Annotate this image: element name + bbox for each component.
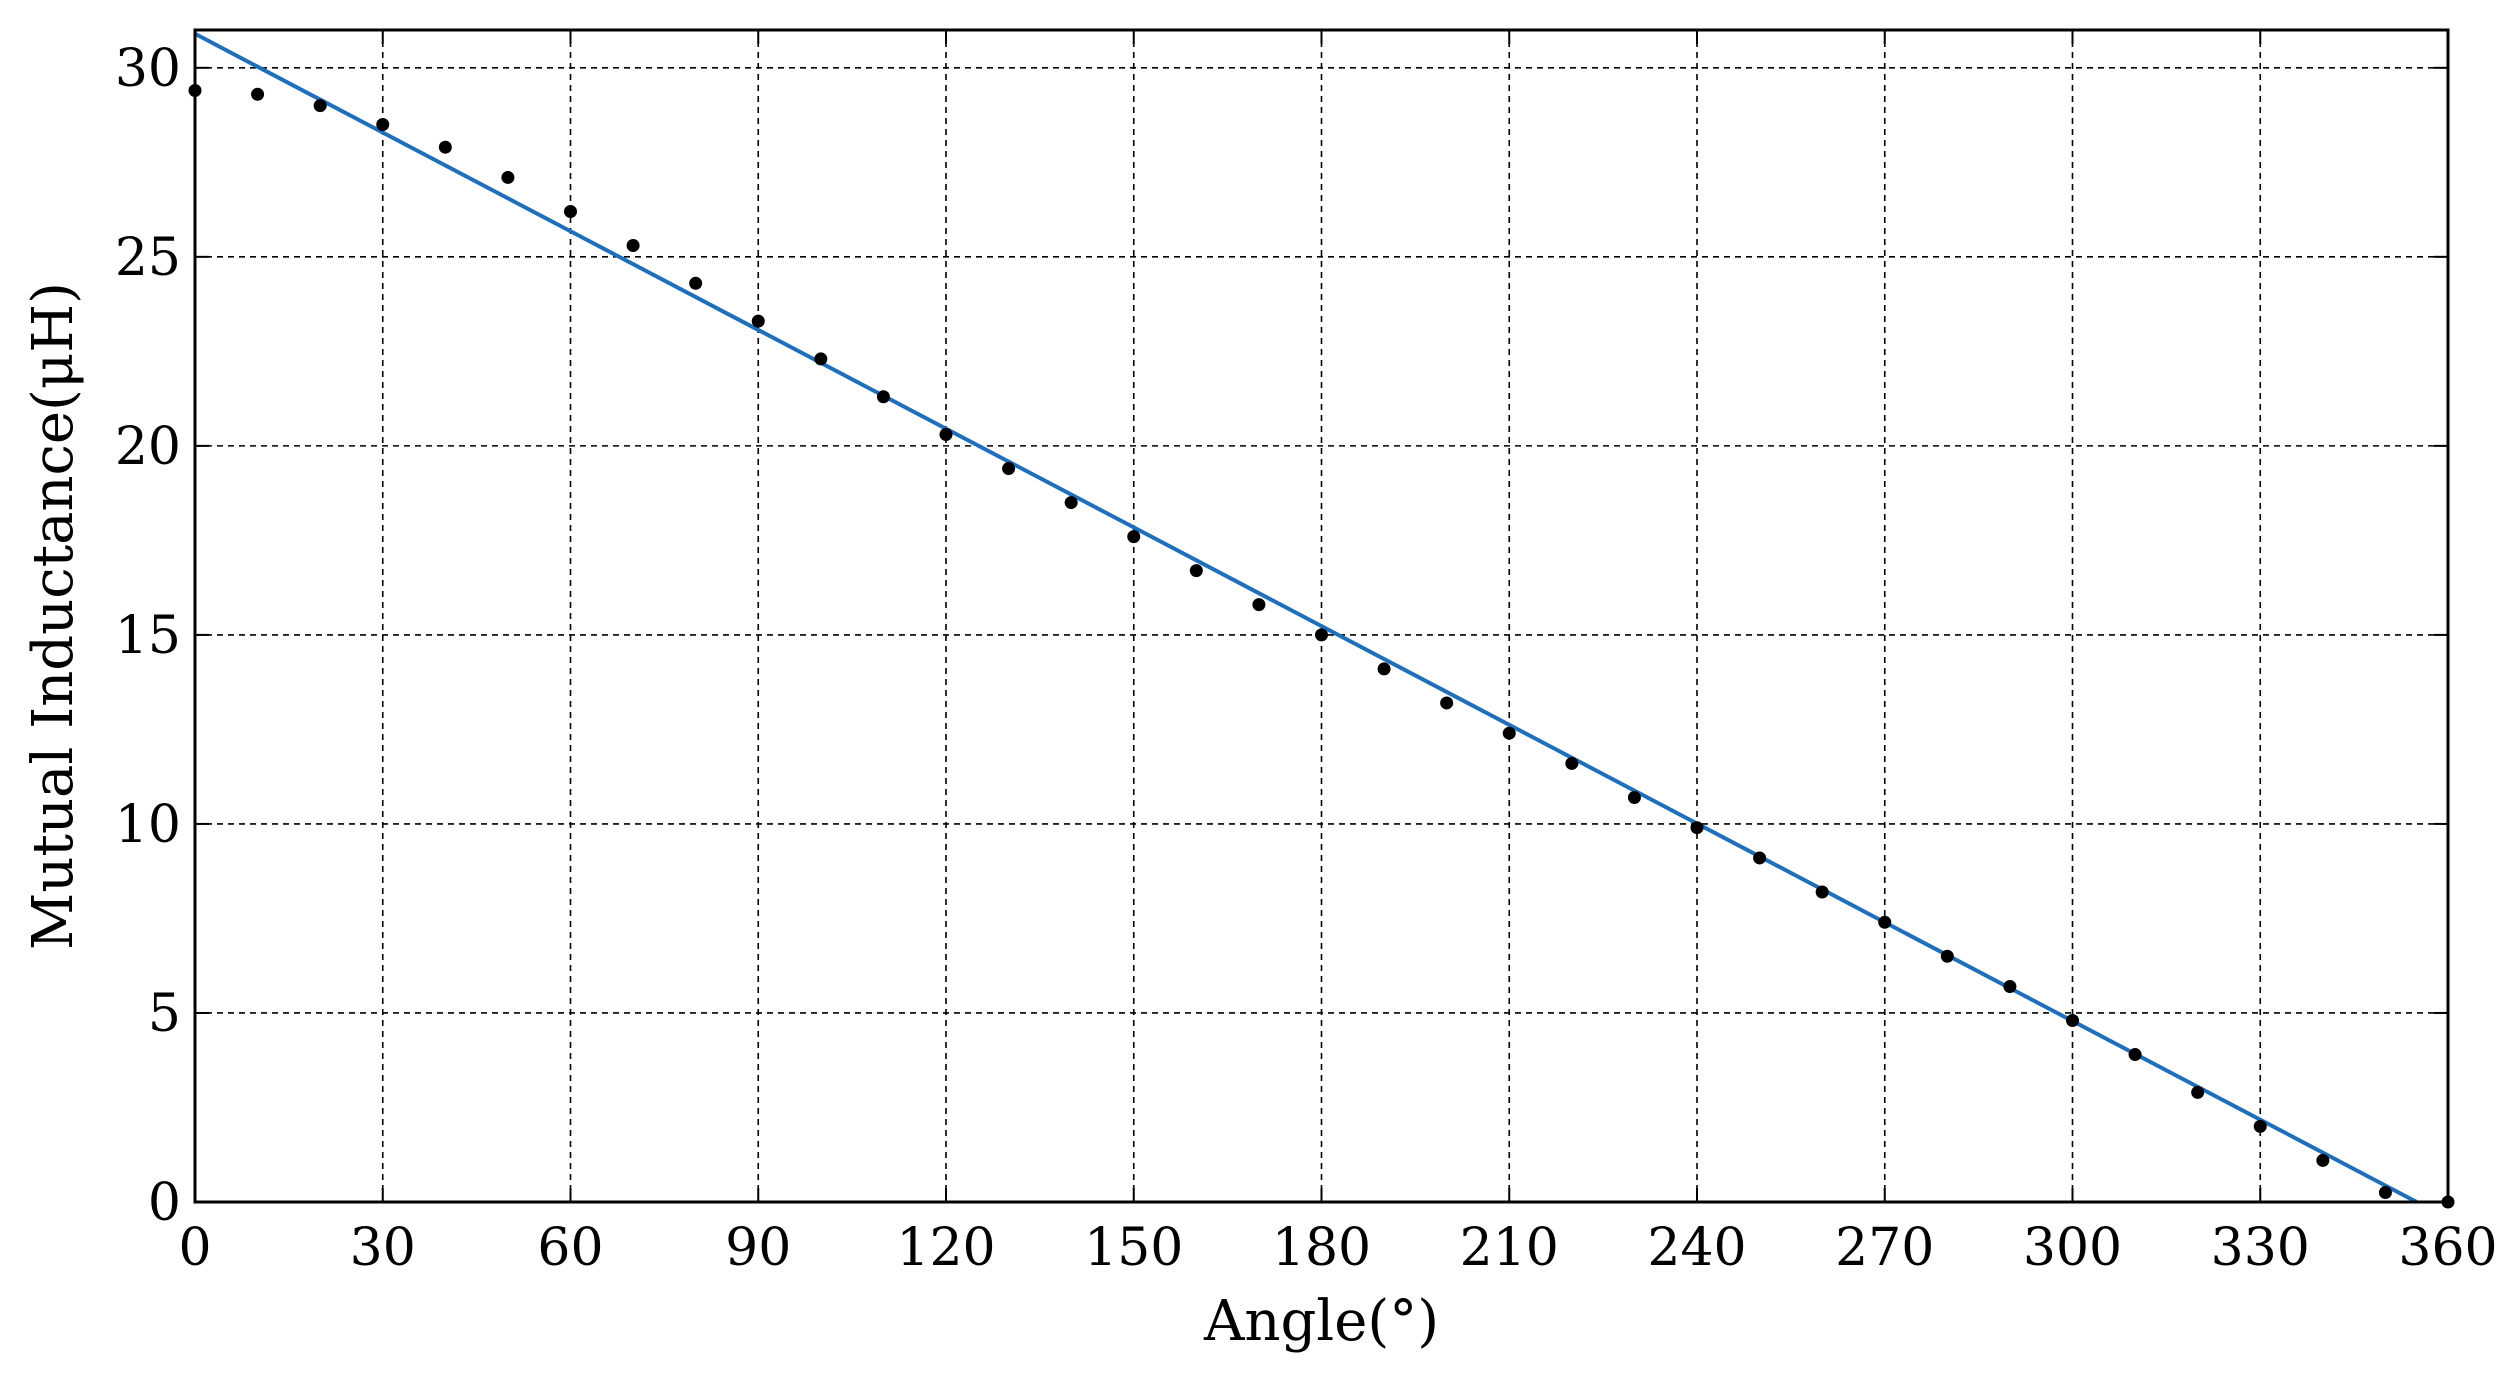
data-point — [1440, 696, 1454, 710]
y-tick-label: 10 — [115, 795, 181, 855]
data-point — [1252, 598, 1266, 612]
data-point — [1565, 756, 1579, 770]
data-point — [1878, 915, 1892, 929]
data-point — [1189, 564, 1203, 578]
data-point — [1315, 628, 1328, 642]
data-point — [689, 276, 703, 290]
y-tick-label: 30 — [115, 39, 181, 99]
data-point — [814, 352, 828, 366]
data-point — [1815, 885, 1829, 899]
data-point — [1502, 726, 1516, 740]
data-point — [1940, 949, 1954, 963]
data-point — [1127, 530, 1141, 544]
data-point — [2316, 1153, 2330, 1167]
data-point — [1753, 851, 1767, 865]
x-tick-label: 300 — [2023, 1218, 2122, 1278]
x-axis-ticks: 0 30 60 90 120 150 180 210 240 270 300 330 360 — [178, 30, 2498, 1278]
x-tick-label: 240 — [1647, 1218, 1746, 1278]
data-point — [438, 140, 452, 154]
data-point — [2378, 1186, 2392, 1200]
data-point — [376, 118, 390, 132]
y-tick-label: 15 — [115, 606, 181, 666]
data-point — [313, 99, 327, 113]
fit-line — [194, 32, 2418, 1204]
x-tick-label: 60 — [537, 1218, 603, 1278]
data-point — [2191, 1085, 2205, 1099]
data-point — [1064, 496, 1078, 510]
data-point — [939, 428, 953, 442]
fit-line-path — [194, 32, 2418, 1204]
x-tick-label: 210 — [1460, 1218, 1559, 1278]
data-point — [1377, 662, 1391, 676]
x-tick-label: 0 — [178, 1218, 211, 1278]
data-point — [251, 87, 265, 101]
data-point — [626, 238, 640, 252]
scatter-points — [188, 83, 2455, 1209]
x-tick-label: 150 — [1084, 1218, 1183, 1278]
x-tick-label: 120 — [896, 1218, 995, 1278]
x-tick-label: 360 — [2398, 1218, 2497, 1278]
data-point — [876, 390, 890, 404]
data-point — [2128, 1048, 2142, 1062]
x-tick-label: 30 — [350, 1218, 416, 1278]
y-tick-label: 25 — [115, 228, 181, 288]
data-point — [1002, 462, 1016, 476]
data-point — [1690, 821, 1704, 835]
y-tick-label: 0 — [148, 1173, 181, 1233]
data-point — [2003, 980, 2017, 994]
x-tick-label: 180 — [1272, 1218, 1371, 1278]
y-tick-label: 20 — [115, 417, 181, 477]
data-point — [564, 204, 577, 218]
x-tick-label: 270 — [1835, 1218, 1934, 1278]
y-tick-label: 5 — [148, 984, 181, 1044]
y-axis-ticks: 0 5 10 15 20 25 30 — [115, 39, 2448, 1233]
data-point — [751, 314, 765, 328]
x-tick-label: 90 — [725, 1218, 791, 1278]
data-point — [2253, 1119, 2267, 1133]
x-axis-title: Angle(°) — [1203, 1289, 1439, 1354]
data-point — [501, 170, 515, 184]
data-point — [1627, 790, 1641, 804]
x-tick-label: 330 — [2211, 1218, 2310, 1278]
data-point — [2066, 1014, 2079, 1028]
y-axis-title: Mutual Inductance(μH) — [21, 282, 86, 950]
